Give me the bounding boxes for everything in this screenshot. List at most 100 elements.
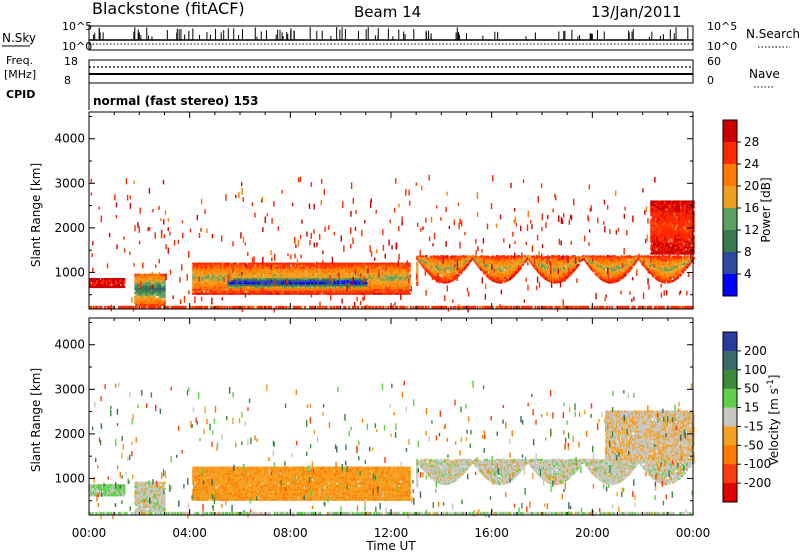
data-cell [272, 280, 274, 282]
data-cell [416, 266, 418, 268]
data-cell [285, 291, 287, 293]
data-cell [245, 276, 247, 278]
data-cell [364, 286, 366, 288]
data-cell [163, 288, 165, 290]
data-cell [246, 284, 248, 286]
freq-label: Freq. [6, 54, 33, 67]
data-cell [199, 275, 201, 277]
data-cell [416, 262, 418, 264]
data-cell [243, 293, 245, 295]
data-cell [294, 291, 296, 293]
data-cell [153, 296, 155, 298]
data-cell [402, 263, 404, 265]
data-cell [195, 269, 197, 271]
data-cell [370, 285, 372, 287]
data-cell [381, 287, 383, 289]
data-cell [326, 282, 328, 284]
data-cell [280, 276, 282, 278]
data-cell [443, 266, 445, 268]
data-cell [197, 293, 199, 295]
data-cell [318, 291, 320, 293]
data-cell [309, 288, 311, 290]
data-cell [157, 280, 159, 282]
data-cell [163, 304, 165, 306]
data-cell [217, 265, 219, 267]
data-cell [348, 269, 350, 271]
data-cell [334, 280, 336, 282]
data-cell [123, 286, 125, 288]
data-cell [268, 278, 270, 280]
data-cell [368, 291, 370, 293]
data-cell [337, 286, 339, 288]
data-cell [319, 271, 321, 273]
data-cell [276, 286, 278, 288]
data-cell [249, 278, 251, 280]
data-cell [388, 285, 390, 287]
data-cell [342, 288, 344, 290]
data-cell [157, 282, 159, 284]
data-cell [389, 273, 391, 275]
data-cell [316, 286, 318, 288]
data-cell [264, 267, 266, 269]
data-cell [353, 288, 355, 290]
data-cell [241, 263, 243, 265]
data-cell [409, 263, 411, 265]
data-cell [425, 255, 427, 257]
power-data [89, 175, 695, 313]
data-cell [371, 289, 373, 291]
data-cell [163, 292, 165, 294]
data-cell [253, 280, 255, 282]
data-cell [223, 291, 225, 293]
data-cell [152, 282, 154, 284]
data-cell [329, 293, 331, 295]
data-cell [395, 277, 397, 279]
data-cell [138, 302, 140, 304]
data-cell [112, 282, 114, 284]
data-cell [248, 282, 250, 284]
data-cell [374, 289, 376, 291]
data-cell [340, 278, 342, 280]
data-cell [192, 291, 194, 293]
data-cell [259, 291, 261, 293]
data-cell [163, 290, 165, 292]
data-cell [291, 267, 293, 269]
data-cell [395, 269, 397, 271]
data-cell [352, 269, 354, 271]
data-cell [151, 304, 153, 306]
data-cell [389, 277, 391, 279]
data-cell [208, 283, 210, 285]
data-cell [382, 263, 384, 265]
data-cell [275, 265, 277, 267]
data-cell [234, 265, 236, 267]
data-cell [307, 263, 309, 265]
data-cell [401, 281, 403, 283]
data-cell [270, 282, 272, 284]
data-cell [118, 284, 120, 286]
data-cell [154, 282, 156, 284]
data-cell [319, 293, 321, 295]
data-cell [249, 273, 251, 275]
data-cell [279, 280, 281, 282]
data-cell [409, 293, 411, 295]
data-cell [416, 284, 418, 286]
data-cell [340, 282, 342, 284]
data-cell [446, 255, 448, 257]
data-cell [259, 288, 261, 290]
data-cell [218, 271, 220, 273]
data-cell [354, 286, 356, 288]
data-cell [253, 265, 255, 267]
data-cell [145, 280, 147, 282]
data-cell [159, 278, 161, 280]
data-cell [237, 269, 239, 271]
data-cell [392, 291, 394, 293]
data-cell [123, 278, 125, 280]
data-cell [194, 263, 196, 265]
data-cell [298, 286, 300, 288]
data-cell [160, 296, 162, 298]
data-cell [331, 273, 333, 275]
data-cell [138, 278, 140, 280]
data-cell [335, 267, 337, 269]
data-cell [235, 263, 237, 265]
data-cell [163, 286, 165, 288]
data-cell [215, 267, 217, 269]
